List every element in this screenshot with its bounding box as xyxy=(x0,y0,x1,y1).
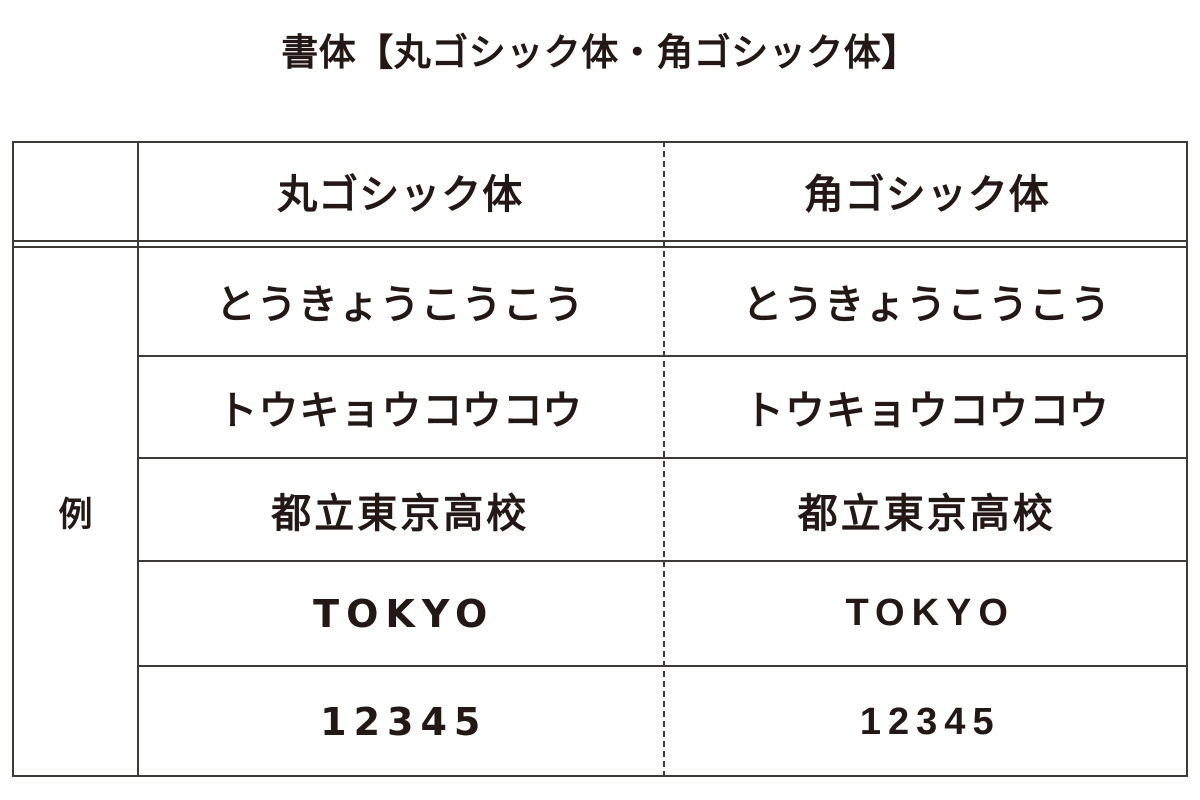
row-divider-2 xyxy=(137,457,1188,459)
column-dashed-divider xyxy=(663,141,665,777)
row-divider-4 xyxy=(137,665,1188,667)
example-label-text: 例 xyxy=(58,496,93,534)
header-double-rule-top xyxy=(12,240,1188,242)
sample-text-maru-latin: TOKYO xyxy=(313,591,495,636)
sample-cell-maru-latin: TOKYO xyxy=(137,562,664,665)
font-comparison-table: 例 丸ゴシック体 角ゴシック体 とうきょうこうこう とうきょうこうこう トウキョ… xyxy=(12,141,1188,777)
sample-text-kaku-kanji: 都立東京高校 xyxy=(797,491,1056,536)
column-header-kaku-text: 角ゴシック体 xyxy=(803,172,1050,217)
sample-cell-kaku-digits: 12345 xyxy=(664,667,1191,777)
example-label-cell: 例 xyxy=(12,246,139,777)
sample-text-maru-hiragana: とうきょうこうこう xyxy=(215,281,585,328)
table-row: 都立東京高校 都立東京高校 xyxy=(137,459,1190,560)
table-row: 12345 12345 xyxy=(137,667,1190,777)
sample-text-kaku-katakana: トウキョウコウコウ xyxy=(743,389,1110,433)
row-divider-1 xyxy=(137,355,1188,357)
sample-cell-maru-katakana: トウキョウコウコウ xyxy=(137,357,664,457)
sample-cell-kaku-katakana: トウキョウコウコウ xyxy=(664,357,1191,457)
table-row: トウキョウコウコウ トウキョウコウコウ xyxy=(137,357,1190,457)
column-header-kaku: 角ゴシック体 xyxy=(664,141,1191,240)
sample-cell-maru-hiragana: とうきょうこうこう xyxy=(137,246,664,355)
sample-cell-maru-kanji: 都立東京高校 xyxy=(137,459,664,560)
sample-cell-kaku-kanji: 都立東京高校 xyxy=(664,459,1191,560)
sample-cell-maru-digits: 12345 xyxy=(137,667,664,777)
sample-text-kaku-digits: 12345 xyxy=(859,700,1001,743)
sample-text-maru-katakana: トウキョウコウコウ xyxy=(217,388,584,434)
column-header-maru: 丸ゴシック体 xyxy=(137,141,664,240)
column-header-maru-text: 丸ゴシック体 xyxy=(277,172,524,217)
sample-text-kaku-hiragana: とうきょうこうこう xyxy=(742,282,1112,327)
sample-text-kaku-latin: TOKYO xyxy=(845,592,1015,634)
sample-text-maru-kanji: 都立東京高校 xyxy=(271,490,530,537)
sample-cell-kaku-latin: TOKYO xyxy=(664,562,1191,665)
row-divider-3 xyxy=(137,560,1188,562)
label-column-divider xyxy=(137,141,139,777)
sample-cell-kaku-hiragana: とうきょうこうこう xyxy=(664,246,1191,355)
table-row: TOKYO TOKYO xyxy=(137,562,1190,665)
table-row: とうきょうこうこう とうきょうこうこう xyxy=(137,246,1190,355)
table-header-row: 丸ゴシック体 角ゴシック体 xyxy=(137,141,1190,240)
page-title: 書体【丸ゴシック体・角ゴシック体】 xyxy=(281,32,919,73)
header-double-rule-bottom xyxy=(12,246,1188,248)
sample-text-maru-digits: 12345 xyxy=(320,700,488,744)
